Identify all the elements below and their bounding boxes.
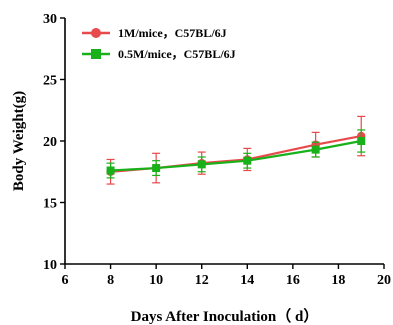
series-2 (106, 129, 366, 179)
data-point (152, 164, 161, 173)
data-point (243, 156, 252, 165)
x-tick-label: 8 (107, 273, 114, 288)
y-tick-label: 25 (43, 74, 57, 89)
chart-legend: 1M/mice，C57BL/6J 0.5M/mice，C57BL/6J (82, 26, 236, 61)
data-point (311, 145, 320, 154)
y-tick-label: 20 (43, 135, 57, 150)
x-tick-label: 12 (195, 273, 209, 288)
y-axis-title: Body Weight(g) (11, 91, 27, 191)
data-point (197, 160, 206, 169)
x-axis-title: Days After Inoculation（ d） (131, 307, 319, 325)
x-tick-label: 16 (286, 273, 300, 288)
x-tick-label: 20 (377, 273, 391, 288)
legend-label: 0.5M/mice，C57BL/6J (118, 47, 236, 61)
legend-label: 1M/mice，C57BL/6J (118, 26, 227, 40)
chart-axes: 10 15 20 25 30 6 8 10 12 14 16 18 20 (43, 12, 391, 288)
x-tick-label: 10 (149, 273, 163, 288)
x-tick-label: 18 (331, 273, 345, 288)
legend-marker (91, 49, 101, 59)
series-1 (106, 115, 366, 185)
y-tick-label: 10 (43, 258, 57, 273)
series-line (110, 134, 362, 173)
legend-marker (91, 28, 101, 38)
chart-series-layer (106, 115, 366, 185)
data-point (357, 137, 366, 145)
data-point (106, 166, 115, 175)
x-tick-label: 14 (240, 273, 254, 288)
series-line (110, 139, 362, 172)
y-tick-label: 15 (43, 197, 57, 212)
x-tick-label: 6 (62, 273, 69, 288)
y-tick-label: 30 (43, 12, 57, 27)
